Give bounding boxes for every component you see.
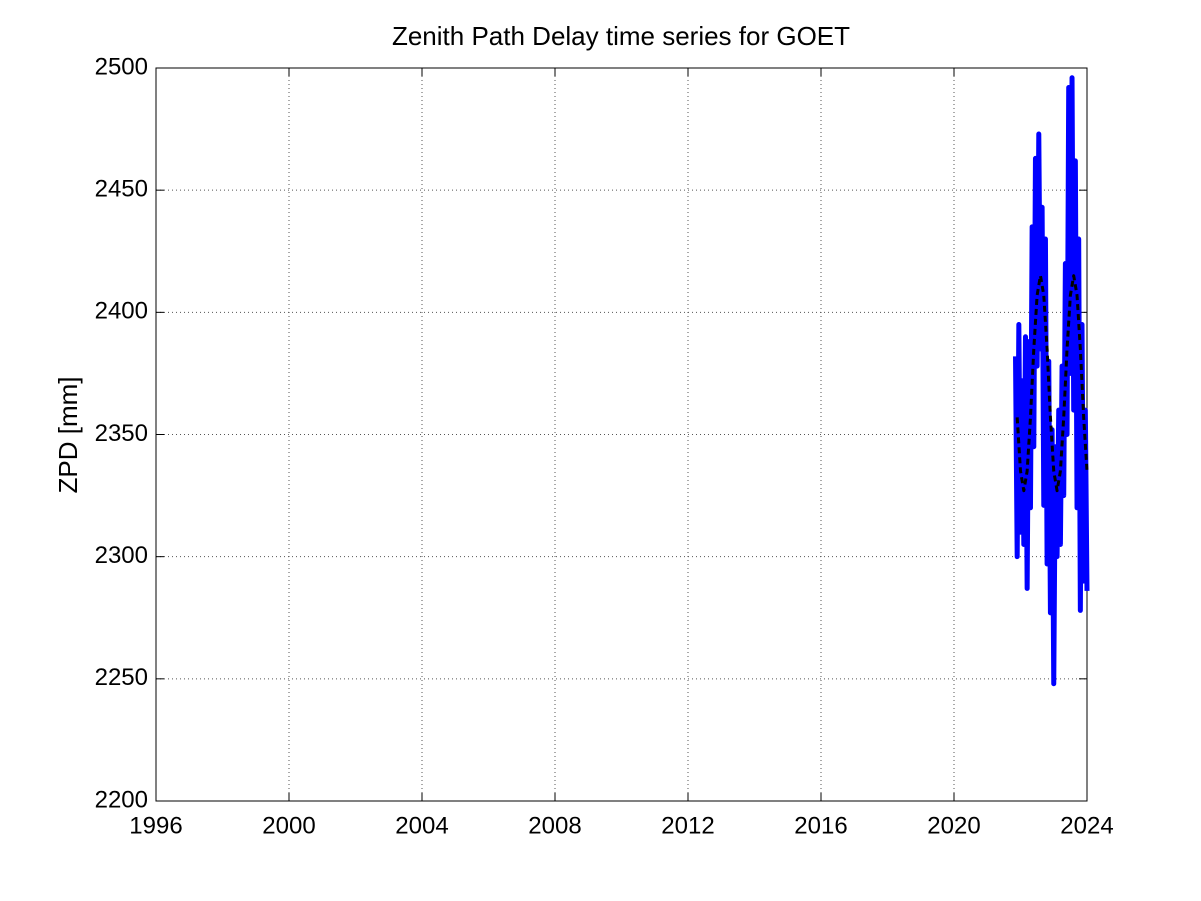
x-tick-label: 2016 [794,812,847,839]
x-tick-label: 2024 [1060,812,1113,839]
x-tick-label: 2008 [528,812,581,839]
y-tick-label: 2500 [95,53,148,80]
x-tick-label: 2004 [395,812,448,839]
series-line [1013,75,1090,687]
x-tick-label: 2012 [661,812,714,839]
y-tick-label: 2300 [95,542,148,569]
x-tick-label: 1996 [129,812,182,839]
y-tick-label: 2350 [95,420,148,447]
y-tick-label: 2200 [95,786,148,813]
y-tick-label: 2400 [95,298,148,325]
y-axis-label: ZPD [mm] [53,377,83,494]
y-tick-label: 2450 [95,176,148,203]
x-tick-label: 2000 [262,812,315,839]
y-tick-label: 2250 [95,664,148,691]
plot-area [156,68,1087,801]
chart-title: Zenith Path Delay time series for GOET [392,21,850,51]
x-tick-label: 2020 [927,812,980,839]
series-line [1015,274,1089,493]
